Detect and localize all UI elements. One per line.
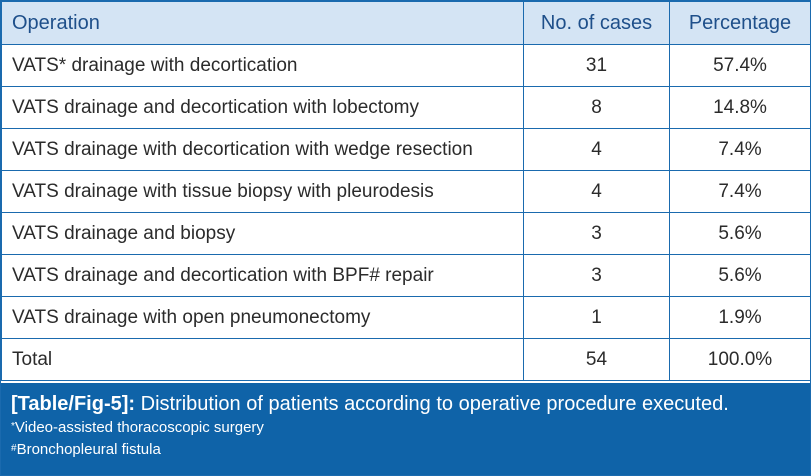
table-row: VATS drainage with decortication with we… bbox=[1, 128, 811, 171]
footnote: #Bronchopleural fistula bbox=[11, 439, 800, 461]
cell-percentage: 14.8% bbox=[669, 86, 811, 129]
operations-table: Operation No. of cases Percentage VATS* … bbox=[1, 1, 811, 381]
header-cases: No. of cases bbox=[523, 1, 670, 45]
caption-label: [Table/Fig-5]: bbox=[11, 393, 136, 415]
footnote-mark: # bbox=[11, 443, 17, 454]
cell-cases: 3 bbox=[523, 254, 670, 297]
cell-percentage: 7.4% bbox=[669, 128, 811, 171]
cell-operation: VATS drainage with tissue biopsy with pl… bbox=[1, 170, 524, 213]
cell-percentage: 7.4% bbox=[669, 170, 811, 213]
cell-cases: 54 bbox=[523, 338, 670, 381]
cell-operation: VATS drainage with open pneumonectomy bbox=[1, 296, 524, 339]
footnote-text: Bronchopleural fistula bbox=[16, 441, 161, 458]
cell-cases: 4 bbox=[523, 170, 670, 213]
table-row: VATS* drainage with decortication 31 57.… bbox=[1, 44, 811, 87]
cell-operation: VATS drainage and biopsy bbox=[1, 212, 524, 255]
cell-percentage: 57.4% bbox=[669, 44, 811, 87]
table-header-row: Operation No. of cases Percentage bbox=[1, 1, 811, 45]
table-row: VATS drainage and decortication with BPF… bbox=[1, 254, 811, 297]
cell-percentage: 5.6% bbox=[669, 254, 811, 297]
footnote: *Video-assisted thoracoscopic surgery bbox=[11, 417, 800, 439]
table-row: VATS drainage with tissue biopsy with pl… bbox=[1, 170, 811, 213]
cell-cases: 31 bbox=[523, 44, 670, 87]
cell-operation: VATS* drainage with decortication bbox=[1, 44, 524, 87]
caption-title: [Table/Fig-5]: Distribution of patients … bbox=[11, 391, 800, 417]
header-percentage: Percentage bbox=[669, 1, 811, 45]
cell-operation: VATS drainage with decortication with we… bbox=[1, 128, 524, 171]
footnote-text: Video-assisted thoracoscopic surgery bbox=[14, 419, 264, 436]
table-row: VATS drainage with open pneumonectomy 1 … bbox=[1, 296, 811, 339]
cell-cases: 1 bbox=[523, 296, 670, 339]
table-row: VATS drainage and decortication with lob… bbox=[1, 86, 811, 129]
cell-percentage: 5.6% bbox=[669, 212, 811, 255]
footnote-mark: * bbox=[11, 421, 15, 432]
cell-cases: 3 bbox=[523, 212, 670, 255]
table-row-total: Total 54 100.0% bbox=[1, 338, 811, 381]
cell-operation: VATS drainage and decortication with lob… bbox=[1, 86, 524, 129]
table-caption: [Table/Fig-5]: Distribution of patients … bbox=[1, 383, 810, 475]
cell-operation: VATS drainage and decortication with BPF… bbox=[1, 254, 524, 297]
cell-percentage: 100.0% bbox=[669, 338, 811, 381]
cell-cases: 4 bbox=[523, 128, 670, 171]
cell-cases: 8 bbox=[523, 86, 670, 129]
cell-operation: Total bbox=[1, 338, 524, 381]
cell-percentage: 1.9% bbox=[669, 296, 811, 339]
table-row: VATS drainage and biopsy 3 5.6% bbox=[1, 212, 811, 255]
caption-text: Distribution of patients according to op… bbox=[140, 393, 729, 415]
header-operation: Operation bbox=[1, 1, 524, 45]
